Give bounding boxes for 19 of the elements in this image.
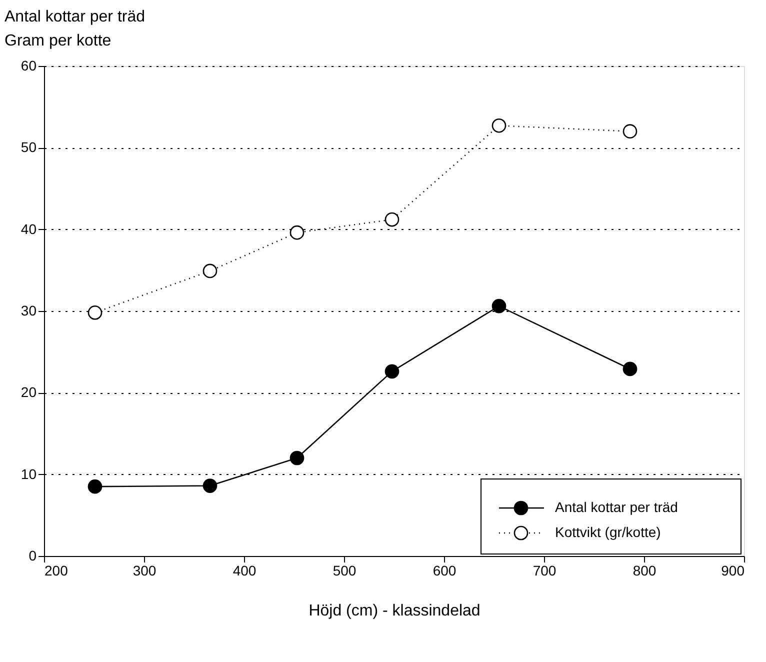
legend-label: Kottvikt (gr/kotte) bbox=[555, 524, 661, 540]
y-tick-label: 30 bbox=[20, 302, 37, 318]
x-tick-label: 300 bbox=[132, 562, 156, 578]
y-axis-title: Antal kottar per träd Gram per kotte bbox=[4, 8, 146, 50]
x-tick-label: 400 bbox=[232, 562, 256, 578]
y-tick-label: 10 bbox=[20, 466, 37, 482]
y-tick-label: 20 bbox=[20, 384, 37, 400]
y-tick-label: 0 bbox=[28, 548, 37, 564]
legend-label: Antal kottar per träd bbox=[555, 499, 678, 515]
x-tick-label: 900 bbox=[721, 562, 745, 578]
y-tick-label: 40 bbox=[20, 220, 37, 237]
x-tick-label: 200 bbox=[44, 562, 68, 578]
x-tick-label: 500 bbox=[332, 562, 356, 578]
x-tick-label: 800 bbox=[632, 562, 656, 578]
x-axis-title: Höjd (cm) - klassindelad bbox=[308, 602, 480, 620]
y-tick-label: 60 bbox=[20, 58, 37, 74]
x-tick-label: 600 bbox=[432, 562, 456, 578]
y-tick-label: 50 bbox=[20, 139, 37, 156]
x-tick-label: 700 bbox=[532, 562, 556, 578]
